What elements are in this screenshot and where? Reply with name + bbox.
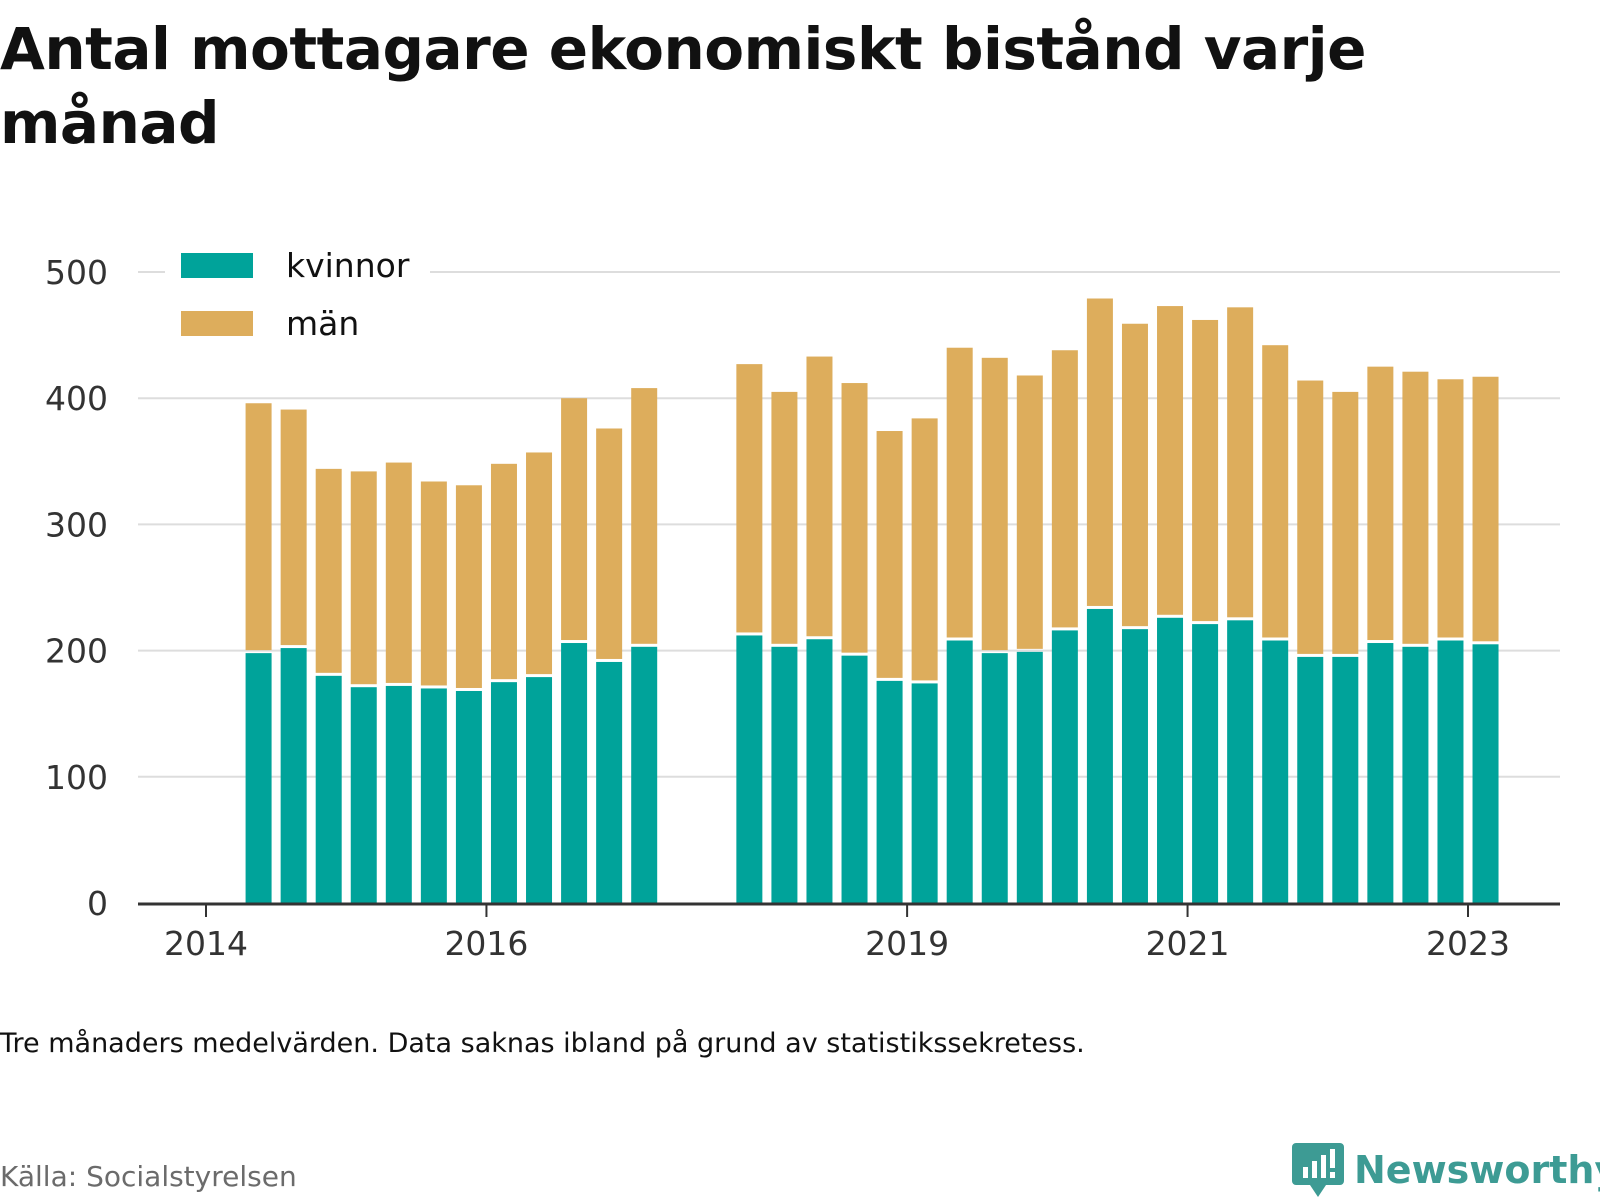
bar-man: [946, 347, 973, 638]
bar-man: [1262, 345, 1289, 638]
bar-kvinnor: [1402, 646, 1429, 903]
x-tick-label: 2014: [164, 924, 248, 963]
bar-man: [1016, 375, 1043, 649]
bar-man: [841, 383, 868, 653]
x-tick-label: 2016: [444, 924, 528, 963]
bar-man: [1227, 307, 1254, 618]
bar-kvinnor: [596, 661, 623, 903]
bar-man: [736, 364, 763, 633]
x-tick-label: 2019: [865, 924, 949, 963]
brand-name: Newsworthy: [1354, 1148, 1600, 1192]
bar-kvinnor: [806, 639, 833, 903]
bar-man: [315, 468, 342, 673]
bar-kvinnor: [1472, 644, 1499, 903]
bar-kvinnor: [1227, 620, 1254, 903]
bar-man: [806, 356, 833, 637]
bar-kvinnor: [1192, 624, 1219, 903]
bar-man: [911, 418, 938, 681]
bar-kvinnor: [1051, 630, 1078, 903]
bar-man: [981, 357, 1008, 651]
brand-logo[interactable]: Newsworthy: [1292, 1140, 1600, 1200]
footnote: Tre månaders medelvärden. Data saknas ib…: [0, 1028, 1085, 1059]
bar-kvinnor: [420, 688, 447, 903]
bar-man: [526, 452, 553, 675]
legend-label-man: män: [286, 304, 359, 343]
bar-kvinnor: [245, 653, 272, 903]
bar-kvinnor: [1332, 656, 1359, 903]
y-tick-label: 400: [45, 379, 108, 418]
bar-man: [561, 398, 588, 641]
bar-man: [420, 481, 447, 686]
bar-kvinnor: [736, 635, 763, 903]
legend-label-kvinnor: kvinnor: [286, 246, 410, 285]
bar-kvinnor: [946, 640, 973, 903]
y-tick-label: 100: [45, 758, 108, 797]
bar-man: [1086, 298, 1113, 606]
bar-man: [455, 485, 482, 688]
x-tick-label: 2021: [1146, 924, 1230, 963]
bar-kvinnor: [841, 655, 868, 903]
bar-man: [1332, 391, 1359, 654]
bar-kvinnor: [526, 677, 553, 903]
bar-kvinnor: [1016, 651, 1043, 903]
bar-man: [385, 462, 412, 683]
source-text: Källa: Socialstyrelsen: [0, 1160, 297, 1193]
y-tick-label: 200: [45, 632, 108, 671]
chart-title: Antal mottagare ekonomiskt bistånd varje…: [0, 15, 1367, 157]
bar-man: [350, 471, 377, 685]
bar-kvinnor: [1297, 656, 1324, 903]
bar-man: [1367, 366, 1394, 641]
bar-man: [1472, 376, 1499, 642]
bar-man: [1192, 319, 1219, 622]
bars: [245, 298, 1499, 903]
bar-kvinnor: [561, 643, 588, 903]
bar-man: [1051, 350, 1078, 628]
bar-kvinnor: [315, 675, 342, 903]
legend-swatch-kvinnor: [181, 253, 253, 278]
y-tick-label: 0: [87, 884, 108, 923]
bar-man: [1437, 379, 1464, 638]
bar-kvinnor: [490, 682, 517, 903]
x-tick-label: 2023: [1426, 924, 1510, 963]
bar-kvinnor: [1437, 640, 1464, 903]
x-axis: 2014 2016 2019 2021 2023: [138, 902, 1560, 963]
legend-swatch-man: [181, 311, 253, 336]
bar-man: [490, 463, 517, 680]
bar-kvinnor: [1121, 629, 1148, 903]
bar-kvinnor: [1157, 617, 1184, 903]
bar-kvinnor: [911, 683, 938, 903]
bar-man: [876, 431, 903, 678]
bar-kvinnor: [1262, 640, 1289, 903]
bar-kvinnor: [631, 646, 658, 903]
bar-kvinnor: [455, 690, 482, 903]
bar-man: [280, 409, 307, 646]
y-tick-label: 300: [45, 505, 108, 544]
bar-kvinnor: [1367, 643, 1394, 903]
bar-kvinnor: [981, 653, 1008, 903]
bar-man: [245, 403, 272, 651]
bar-man: [596, 428, 623, 659]
y-tick-label: 500: [45, 253, 108, 292]
bar-man: [1157, 306, 1184, 615]
bar-kvinnor: [876, 680, 903, 903]
newsworthy-logo-icon: [1292, 1143, 1344, 1197]
legend: kvinnor män: [165, 240, 430, 350]
bar-man: [1297, 380, 1324, 654]
bar-man: [1121, 323, 1148, 627]
bar-kvinnor: [771, 646, 798, 903]
bar-kvinnor: [350, 687, 377, 903]
bar-man: [771, 391, 798, 644]
bar-man: [1402, 371, 1429, 644]
bar-kvinnor: [385, 685, 412, 903]
bar-kvinnor: [1086, 608, 1113, 903]
bar-man: [631, 388, 658, 644]
bar-kvinnor: [280, 648, 307, 903]
